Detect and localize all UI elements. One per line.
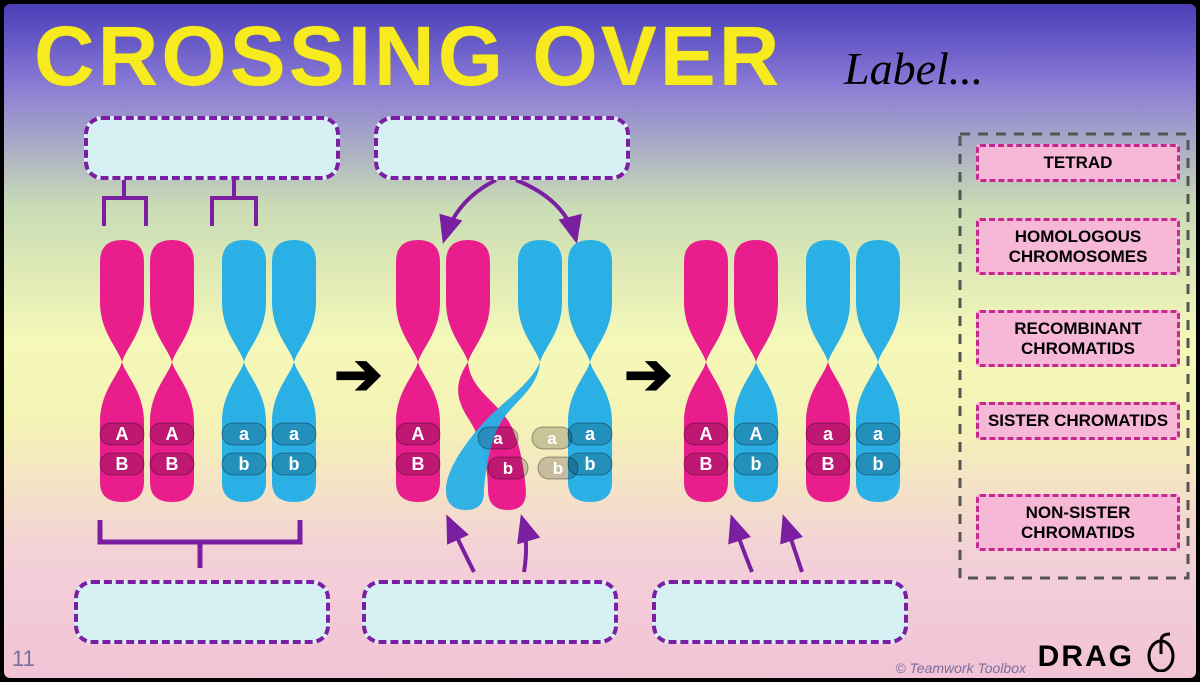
drag-hint: DRAG — [1038, 640, 1134, 674]
chromosome-group-2: ABababab — [380, 232, 630, 522]
svg-text:B: B — [822, 454, 835, 474]
svg-text:A: A — [700, 424, 713, 444]
stage: CROSSING OVER Label... — [0, 0, 1200, 682]
svg-text:B: B — [700, 454, 713, 474]
slide: CROSSING OVER Label... — [4, 4, 1196, 678]
svg-text:B: B — [116, 454, 129, 474]
copyright: © Teamwork Toolbox — [895, 660, 1026, 676]
svg-text:A: A — [166, 424, 179, 444]
chromosome-group-1: ABABabab — [84, 232, 334, 522]
svg-text:b: b — [239, 454, 250, 474]
subtitle: Label... — [844, 42, 983, 95]
svg-text:A: A — [116, 424, 129, 444]
svg-text:a: a — [239, 424, 250, 444]
label-panel-border — [958, 132, 1190, 582]
mouse-icon — [1140, 632, 1182, 672]
svg-text:B: B — [166, 454, 179, 474]
svg-text:a: a — [493, 429, 503, 448]
dropzone-top-left[interactable] — [84, 116, 340, 180]
svg-text:A: A — [750, 424, 763, 444]
svg-text:B: B — [412, 454, 425, 474]
svg-text:b: b — [873, 454, 884, 474]
svg-text:b: b — [503, 459, 513, 478]
arrow-2: ➔ — [624, 340, 673, 408]
svg-text:a: a — [823, 424, 834, 444]
svg-text:a: a — [873, 424, 884, 444]
dropzone-bottom-3[interactable] — [652, 580, 908, 644]
arrow-1: ➔ — [334, 340, 383, 408]
svg-text:A: A — [412, 424, 425, 444]
dropzone-bottom-2[interactable] — [362, 580, 618, 644]
bracket-sister-pairs — [94, 180, 324, 240]
svg-text:a: a — [585, 424, 596, 444]
dropzone-top-right[interactable] — [374, 116, 630, 180]
page-number: 11 — [12, 646, 35, 672]
svg-text:b: b — [751, 454, 762, 474]
svg-text:b: b — [585, 454, 596, 474]
bracket-tetrad — [90, 514, 320, 574]
svg-text:b: b — [553, 459, 563, 478]
chromosome-group-3: ABAbaBab — [668, 232, 918, 522]
svg-text:a: a — [547, 429, 557, 448]
page-title: CROSSING OVER — [34, 8, 782, 105]
dropzone-bottom-1[interactable] — [74, 580, 330, 644]
svg-text:b: b — [289, 454, 300, 474]
svg-text:a: a — [289, 424, 300, 444]
